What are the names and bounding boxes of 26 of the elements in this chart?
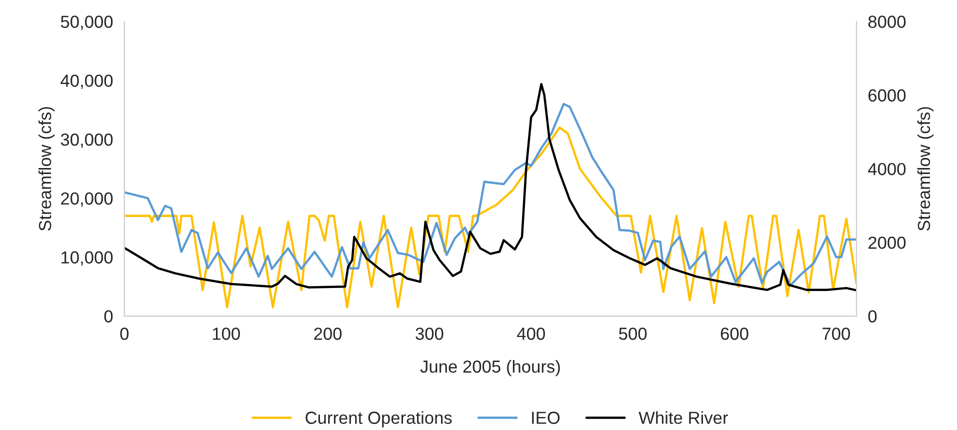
y2-axis-title: Streamflow (cfs): [917, 107, 934, 231]
y2-tick-label: 0: [868, 310, 877, 323]
y-tick-label: 50,000: [60, 16, 113, 30]
x-tick-label: 400: [517, 328, 545, 340]
y2-tick-label: 8000: [868, 16, 906, 28]
x-tick-label: 0: [120, 328, 129, 340]
y2-tick-label: 2000: [868, 236, 906, 249]
y-tick-label: 0: [104, 310, 113, 323]
y-axis-title: Streamflow (cfs): [38, 107, 55, 231]
y-tick-label: 30,000: [60, 133, 113, 148]
y-tick-label: 40,000: [60, 74, 113, 89]
x-tick-label: 100: [212, 328, 240, 340]
legend-label: IEO: [532, 412, 560, 424]
x-tick-label: 200: [314, 328, 342, 340]
line-series: [124, 126, 857, 308]
y2-tick-label: 6000: [868, 89, 906, 102]
x-tick-label: 700: [822, 328, 850, 340]
x-axis-title: June 2005 (hours): [420, 360, 560, 376]
legend-label: Current Operations: [306, 411, 452, 428]
x-tick-label: 300: [416, 328, 444, 340]
y-tick-label: 20,000: [61, 192, 113, 207]
legend-label: White River: [638, 411, 728, 424]
x-tick-label: 500: [619, 328, 647, 340]
y2-tick-label: 4000: [868, 162, 906, 176]
y-tick-label: 10,000: [62, 251, 113, 266]
x-tick-label: 600: [720, 328, 748, 340]
